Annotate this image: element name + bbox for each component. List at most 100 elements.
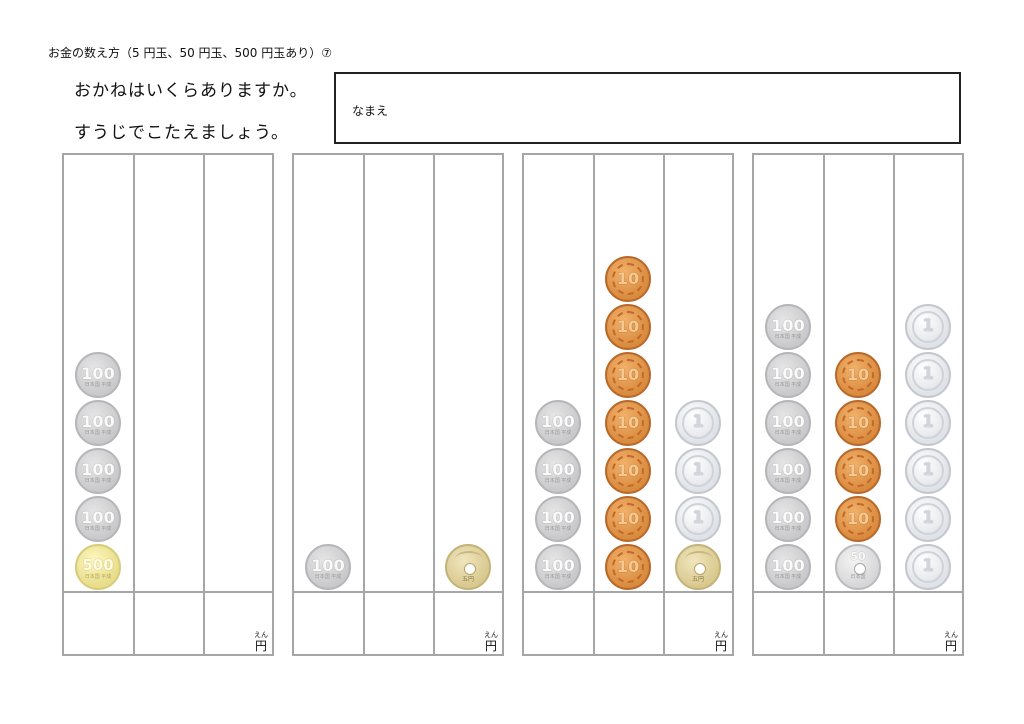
coin-5-yen: 五円 xyxy=(445,544,491,590)
coin-face-number: 10 xyxy=(616,413,640,432)
column-divider xyxy=(363,155,365,654)
coin-rim-decoration xyxy=(612,455,644,487)
yen-unit-label: えん円 xyxy=(254,632,268,653)
coin-face-inscription: 日本国 平成 xyxy=(774,574,802,580)
coin-face-number: 10 xyxy=(616,461,640,480)
coin-face-number: 100 xyxy=(771,364,805,383)
coin-rim-decoration xyxy=(612,359,644,391)
answer-cell[interactable] xyxy=(824,593,892,654)
coin-face-number: 10 xyxy=(616,269,640,288)
answer-cell[interactable] xyxy=(594,593,662,654)
coin-100-yen: 100 日本国 平成 xyxy=(75,352,121,398)
coin-10-yen: 10 xyxy=(605,544,651,590)
answer-row-divider xyxy=(294,591,502,593)
coin-100-yen: 100 日本国 平成 xyxy=(765,448,811,494)
yen-unit-label: えん円 xyxy=(484,632,498,653)
coin-rim-decoration xyxy=(912,551,944,583)
column-divider xyxy=(893,155,895,654)
coin-face-number: 10 xyxy=(616,509,640,528)
coin-face-inscription: 日本国 平成 xyxy=(84,478,112,484)
name-field[interactable]: なまえ xyxy=(334,72,961,144)
coin-rim-decoration xyxy=(842,407,874,439)
rice-ear-decoration xyxy=(455,551,483,567)
column-divider xyxy=(433,155,435,654)
coin-100-yen: 100 日本国 平成 xyxy=(535,544,581,590)
coin-rim-decoration xyxy=(842,359,874,391)
coin-face-inscription: 日本国 平成 xyxy=(544,478,572,484)
coin-rim-decoration xyxy=(612,407,644,439)
coin-100-yen: 100 日本国 平成 xyxy=(75,448,121,494)
answer-cell[interactable] xyxy=(294,593,362,654)
coin-face-number: 50 xyxy=(850,550,866,563)
coin-face-inscription: 五円 xyxy=(691,576,704,583)
coin-100-yen: 100 日本国 平成 xyxy=(535,496,581,542)
answer-row-divider xyxy=(754,591,962,593)
coin-rim-decoration xyxy=(912,311,944,343)
yen-ruby: えん xyxy=(944,631,958,639)
coin-problem-panel: えん円 500 日本国 平成 100 日本国 平成 100 日本国 平成 100 日本国 平成 1… xyxy=(62,153,274,656)
coin-face-inscription: 日本国 平成 xyxy=(774,526,802,532)
coin-face-inscription: 日本国 平成 xyxy=(774,430,802,436)
coin-rim-decoration xyxy=(612,311,644,343)
coin-100-yen: 100 日本国 平成 xyxy=(765,544,811,590)
name-label: なまえ xyxy=(352,104,389,118)
coin-face-number: 1 xyxy=(692,508,704,528)
yen-unit-label: えん円 xyxy=(714,632,728,653)
column-divider xyxy=(203,155,205,654)
coin-face-inscription: 日本国 平成 xyxy=(84,430,112,436)
coin-face-inscription: 日本国 平成 xyxy=(774,334,802,340)
coin-rim-decoration xyxy=(682,503,714,535)
coin-face-number: 10 xyxy=(846,365,870,384)
coin-100-yen: 100 日本国 平成 xyxy=(535,400,581,446)
answer-cell[interactable] xyxy=(754,593,822,654)
coin-rim-decoration xyxy=(912,407,944,439)
coin-rim-decoration xyxy=(912,359,944,391)
coin-100-yen: 100 日本国 平成 xyxy=(765,352,811,398)
coin-face-number: 100 xyxy=(81,508,115,527)
yen-unit: 円 xyxy=(714,639,727,653)
coin-face-number: 100 xyxy=(771,460,805,479)
coin-10-yen: 10 xyxy=(835,352,881,398)
coin-face-number: 1 xyxy=(922,316,934,336)
coin-face-number: 100 xyxy=(81,412,115,431)
coin-face-number: 100 xyxy=(771,316,805,335)
instruction-line-2: すうじでこたえましょう。 xyxy=(74,123,289,143)
coin-hole xyxy=(464,563,476,575)
column-divider xyxy=(823,155,825,654)
worksheet-title: お金の数え方（5 円玉、50 円玉、500 円玉あり）⑦ xyxy=(48,46,333,60)
coin-face-number: 10 xyxy=(846,509,870,528)
coin-100-yen: 100 日本国 平成 xyxy=(765,496,811,542)
coin-face-number: 1 xyxy=(922,460,934,480)
coin-10-yen: 10 xyxy=(835,400,881,446)
answer-cell[interactable] xyxy=(64,593,132,654)
coin-1-yen: 1 xyxy=(905,352,951,398)
coin-10-yen: 10 xyxy=(835,448,881,494)
coin-face-inscription: 日本国 平成 xyxy=(84,526,112,532)
coin-10-yen: 10 xyxy=(835,496,881,542)
answer-cell[interactable] xyxy=(364,593,432,654)
coin-face-number: 1 xyxy=(922,508,934,528)
coin-1-yen: 1 xyxy=(905,544,951,590)
coin-face-inscription: 日本国 平成 xyxy=(314,574,342,580)
yen-unit-label: えん円 xyxy=(944,631,958,653)
coin-10-yen: 10 xyxy=(605,496,651,542)
yen-unit: 円 xyxy=(484,639,497,653)
rice-ear-decoration xyxy=(685,551,713,567)
coin-face-number: 100 xyxy=(81,460,115,479)
coin-face-number: 100 xyxy=(541,508,575,527)
answer-cell[interactable] xyxy=(134,593,202,654)
coin-rim-decoration xyxy=(912,455,944,487)
coin-problem-panel: えん円 100 日本国 平成 五円 xyxy=(292,153,504,656)
coin-face-inscription: 日本国 平成 xyxy=(544,526,572,532)
coin-100-yen: 100 日本国 平成 xyxy=(75,400,121,446)
coin-100-yen: 100 日本国 平成 xyxy=(765,400,811,446)
column-divider xyxy=(593,155,595,654)
coin-1-yen: 1 xyxy=(905,400,951,446)
coin-rim-decoration xyxy=(842,455,874,487)
coin-rim-decoration xyxy=(912,503,944,535)
coin-hole xyxy=(694,563,706,575)
coin-10-yen: 10 xyxy=(605,400,651,446)
coin-rim-decoration xyxy=(612,263,644,295)
coin-10-yen: 10 xyxy=(605,256,651,302)
answer-cell[interactable] xyxy=(524,593,592,654)
